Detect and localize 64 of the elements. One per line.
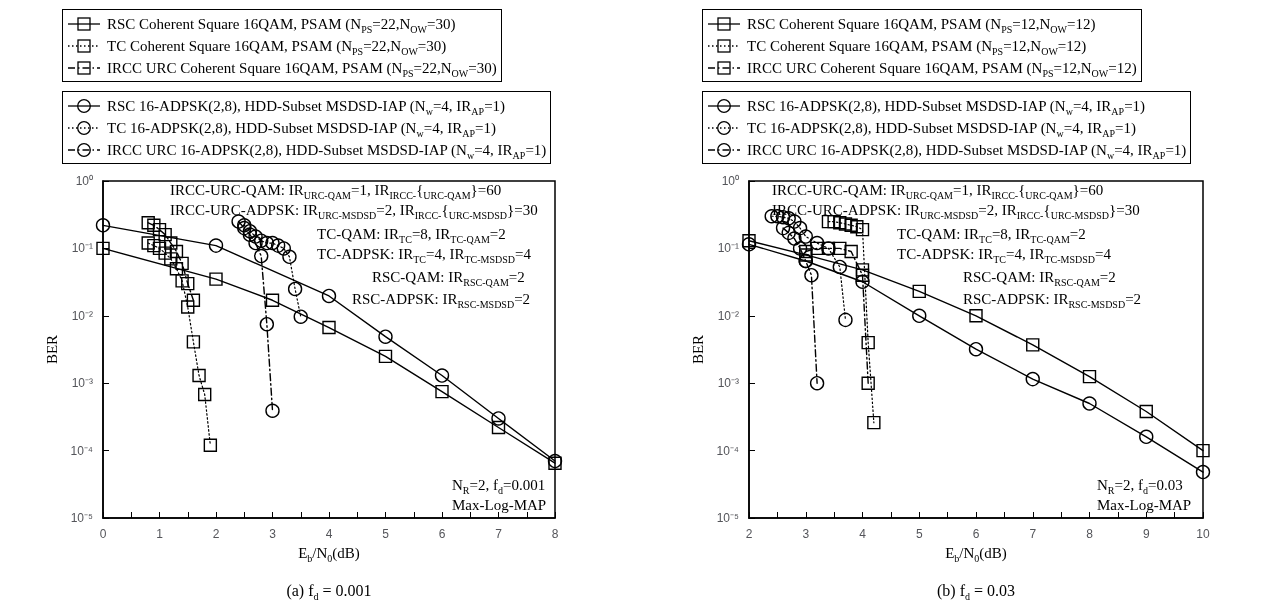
- y-tick-label: 10⁰: [75, 174, 93, 188]
- x-tick-label: 1: [156, 527, 164, 541]
- y-tick-label: 10⁻³: [71, 376, 93, 391]
- y-axis-title: BER: [690, 334, 707, 365]
- y-tick-label: 10⁻³: [717, 376, 739, 391]
- y-tick-label: 10⁻¹: [71, 241, 93, 256]
- legend-label: TC 16-ADPSK(2,8), HDD-Subset MSDSD-IAP (N$_{w}$=4, IR$_{AP}$=1): [747, 119, 1136, 139]
- x-tick-label: 7: [1029, 527, 1037, 541]
- y-tick-label: 10⁻⁴: [70, 443, 93, 458]
- x-axis-title: E$_{b}$/N$_{0}$(dB): [297, 544, 361, 564]
- y-tick-label: 10⁻²: [717, 308, 739, 323]
- x-tick-label: 9: [1142, 527, 1150, 541]
- text: (a) f$_{d}$ = 0.001: [285, 582, 373, 603]
- x-tick-label: 2: [745, 527, 753, 541]
- x-tick-label: 5: [382, 527, 390, 541]
- x-tick-label: 0: [99, 527, 107, 541]
- x-axis-title: E$_{b}$/N$_{0}$(dB): [944, 544, 1008, 564]
- annotation: IRCC-URC-ADPSK: IR$_{URC-MSDSD}$=2, IR$_{IRCC-}${$_{URC-MSDSD}$}=30: [170, 201, 538, 221]
- annotation: TC-QAM: IR$_{TC}$=8, IR$_{TC-QAM}$=2: [897, 225, 1086, 245]
- x-tick-label: 6: [438, 527, 446, 541]
- annotation: IRCC-URC-ADPSK: IR$_{URC-MSDSD}$=2, IR$_{IRCC-}${$_{URC-MSDSD}$}=30: [772, 201, 1140, 221]
- x-tick-label: 5: [915, 527, 923, 541]
- annotation: Max-Log-MAP: [1097, 496, 1192, 514]
- x-tick-label: 4: [325, 527, 333, 541]
- y-tick-label: 10⁻⁵: [716, 511, 740, 525]
- legend-label: RSC Coherent Square 16QAM, PSAM (N$_{PS}$=22,N$_{OW}$=30): [107, 15, 456, 35]
- x-tick-label: 10: [1196, 527, 1210, 541]
- y-tick-label: 10⁻⁴: [716, 443, 739, 458]
- annotation: RSC-ADPSK: IR$_{RSC-MSDSD}$=2: [963, 290, 1142, 310]
- annotation: RSC-ADPSK: IR$_{RSC-MSDSD}$=2: [352, 290, 531, 310]
- x-tick-label: 6: [972, 527, 980, 541]
- legend-label: TC 16-ADPSK(2,8), HDD-Subset MSDSD-IAP (N$_{w}$=4, IR$_{AP}$=1): [107, 119, 496, 139]
- legend-label: TC Coherent Square 16QAM, PSAM (N$_{PS}$=22,N$_{OW}$=30): [107, 37, 447, 57]
- legend-label: RSC 16-ADPSK(2,8), HDD-Subset MSDSD-IAP (N$_{w}$=4, IR$_{AP}$=1): [107, 97, 506, 117]
- x-tick-label: 3: [269, 527, 277, 541]
- annotation: RSC-QAM: IR$_{RSC-QAM}$=2: [963, 268, 1116, 288]
- x-tick-label: 3: [802, 527, 810, 541]
- legend-label: IRCC URC Coherent Square 16QAM, PSAM (N$_{PS}$=12,N$_{OW}$=12): [747, 59, 1137, 79]
- annotation: IRCC-URC-QAM: IR$_{URC-QAM}$=1, IR$_{IRCC-}${$_{URC-QAM}$}=60: [772, 181, 1104, 201]
- annotation: TC-QAM: IR$_{TC}$=8, IR$_{TC-QAM}$=2: [317, 225, 506, 245]
- y-axis-title: BER: [44, 334, 61, 365]
- x-tick-label: 2: [212, 527, 220, 541]
- y-tick-label: 10⁻¹: [717, 241, 739, 256]
- legend-label: IRCC URC Coherent Square 16QAM, PSAM (N$_{PS}$=22,N$_{OW}$=30): [107, 59, 497, 79]
- annotation: TC-ADPSK: IR$_{TC}$=4, IR$_{TC-MSDSD}$=4: [317, 245, 532, 265]
- legend-label: IRCC URC 16-ADPSK(2,8), HDD-Subset MSDSD-IAP (N$_{w}$=4, IR$_{AP}$=1): [107, 141, 547, 161]
- text: (b) f$_{d}$ = 0.03: [936, 582, 1016, 603]
- x-tick-label: 4: [859, 527, 867, 541]
- y-tick-label: 10⁻²: [71, 308, 93, 323]
- annotation: IRCC-URC-QAM: IR$_{URC-QAM}$=1, IR$_{IRCC-}${$_{URC-QAM}$}=60: [170, 181, 502, 201]
- legend-label: RSC Coherent Square 16QAM, PSAM (N$_{PS}$=12,N$_{OW}$=12): [747, 15, 1096, 35]
- annotation: Max-Log-MAP: [452, 496, 547, 514]
- annotation: N$_{R}$=2, f$_{d}$=0.001: [452, 476, 546, 496]
- x-tick-label: 8: [551, 527, 559, 541]
- x-tick-label: 8: [1086, 527, 1094, 541]
- annotation: N$_{R}$=2, f$_{d}$=0.03: [1097, 476, 1183, 496]
- legend-label: TC Coherent Square 16QAM, PSAM (N$_{PS}$=12,N$_{OW}$=12): [747, 37, 1087, 57]
- annotation: TC-ADPSK: IR$_{TC}$=4, IR$_{TC-MSDSD}$=4: [897, 245, 1112, 265]
- legend-label: IRCC URC 16-ADPSK(2,8), HDD-Subset MSDSD-IAP (N$_{w}$=4, IR$_{AP}$=1): [747, 141, 1187, 161]
- y-tick-label: 10⁰: [721, 174, 739, 188]
- y-tick-label: 10⁻⁵: [70, 511, 94, 525]
- legend-label: RSC 16-ADPSK(2,8), HDD-Subset MSDSD-IAP (N$_{w}$=4, IR$_{AP}$=1): [747, 97, 1146, 117]
- x-tick-label: 7: [495, 527, 503, 541]
- annotation: RSC-QAM: IR$_{RSC-QAM}$=2: [372, 268, 525, 288]
